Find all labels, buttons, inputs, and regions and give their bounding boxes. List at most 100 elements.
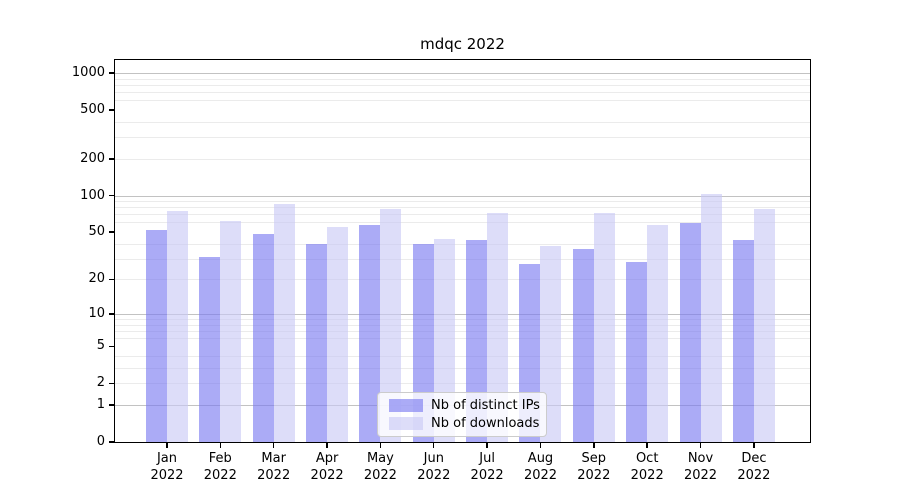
plot-area: Nb of distinct IPs Nb of downloads [114, 59, 811, 443]
y-tick-mark [109, 278, 114, 281]
x-tick-mark [539, 443, 542, 448]
y-tick-label: 0 [96, 434, 105, 449]
bar-distinct-ips-mar-2022 [252, 234, 274, 442]
minor-gridline [115, 368, 810, 369]
major-gridline [115, 313, 810, 315]
legend-swatch-distinct-ips [389, 399, 423, 412]
x-tick-mark [272, 443, 275, 448]
x-tick-mark [326, 443, 328, 448]
x-tick-label-may-2022: May 2022 [363, 451, 397, 483]
minor-gridline [115, 201, 810, 203]
x-tick-mark [646, 443, 648, 448]
y-tick-label: 2 [96, 375, 105, 391]
x-tick-mark [753, 443, 755, 448]
x-tick-mark [219, 443, 222, 448]
minor-gridline [115, 78, 810, 80]
chart-title: mdqc 2022 [420, 35, 505, 53]
minor-gridline [115, 100, 810, 102]
minor-gridline [115, 207, 810, 209]
bar-distinct-ips-sep-2022 [572, 249, 594, 442]
major-gridline [115, 195, 810, 197]
x-tick-label-mar-2022: Mar 2022 [257, 451, 291, 483]
minor-gridline [115, 121, 810, 123]
minor-gridline [115, 243, 810, 245]
minor-gridline [115, 330, 810, 332]
y-tick-mark [109, 313, 114, 315]
y-tick-label: 50 [88, 224, 105, 239]
y-tick-mark [109, 109, 114, 111]
bar-distinct-ips-feb-2022 [199, 256, 221, 442]
y-tick-label: 500 [80, 102, 105, 117]
y-tick-mark [109, 345, 114, 348]
minor-gridline [115, 158, 810, 160]
bar-downloads-jul-2022 [487, 212, 509, 442]
x-tick-mark [593, 443, 595, 448]
y-tick-mark [109, 158, 114, 160]
x-tick-label-aug-2022: Aug 2022 [523, 451, 558, 483]
y-tick-mark [109, 72, 114, 74]
y-tick-mark [109, 382, 114, 385]
y-tick-label: 10 [88, 305, 105, 321]
bar-downloads-jan-2022 [167, 211, 188, 442]
bar-distinct-ips-nov-2022 [679, 223, 701, 442]
minor-gridline [115, 214, 810, 216]
bar-distinct-ips-oct-2022 [626, 262, 648, 442]
y-tick-label: 100 [80, 187, 105, 203]
y-tick-label: 200 [80, 150, 105, 166]
x-tick-mark [486, 443, 488, 448]
minor-gridline [115, 137, 810, 139]
legend-label-distinct-ips: Nb of distinct IPs [431, 397, 540, 413]
x-tick-label-apr-2022: Apr 2022 [310, 451, 344, 483]
minor-gridline [115, 383, 810, 385]
minor-gridline [115, 324, 810, 326]
bar-distinct-ips-dec-2022 [732, 239, 754, 442]
bar-distinct-ips-jan-2022 [146, 229, 167, 442]
minor-gridline [115, 92, 810, 93]
x-tick-mark [699, 443, 702, 448]
minor-gridline [115, 279, 810, 281]
minor-gridline [115, 84, 810, 86]
minor-gridline [115, 258, 810, 260]
legend-item-distinct-ips: Nb of distinct IPs [378, 397, 546, 413]
y-tick-mark [109, 231, 114, 233]
legend: Nb of distinct IPs Nb of downloads [377, 392, 547, 437]
legend-item-downloads: Nb of downloads [378, 415, 546, 431]
minor-gridline [115, 356, 810, 357]
x-tick-mark [379, 443, 382, 448]
bar-distinct-ips-jul-2022 [466, 239, 488, 442]
x-tick-label-dec-2022: Dec 2022 [737, 451, 771, 483]
legend-label-downloads: Nb of downloads [431, 415, 540, 431]
major-gridline [115, 73, 810, 74]
minor-gridline [115, 222, 810, 224]
bar-downloads-sep-2022 [593, 212, 615, 442]
x-tick-label-sep-2022: Sep 2022 [577, 451, 611, 483]
bar-downloads-jun-2022 [433, 238, 455, 442]
x-tick-label-nov-2022: Nov 2022 [683, 451, 718, 483]
y-tick-mark [109, 194, 114, 197]
bar-downloads-may-2022 [380, 209, 402, 442]
bar-downloads-dec-2022 [753, 208, 775, 442]
bar-downloads-nov-2022 [700, 193, 722, 442]
minor-gridline [115, 319, 810, 320]
x-tick-mark [432, 443, 435, 448]
x-tick-label-jan-2022: Jan 2022 [150, 451, 184, 483]
legend-swatch-downloads [389, 417, 423, 430]
y-tick-label: 20 [88, 271, 105, 287]
bar-distinct-ips-apr-2022 [306, 243, 328, 442]
x-tick-label-jun-2022: Jun 2022 [417, 451, 451, 483]
x-tick-label-oct-2022: Oct 2022 [630, 451, 664, 483]
minor-gridline [115, 338, 810, 340]
bar-downloads-feb-2022 [220, 220, 242, 442]
y-tick-label: 1 [96, 397, 105, 412]
y-tick-label: 1000 [71, 65, 105, 80]
y-tick-mark [109, 441, 114, 443]
x-tick-label-feb-2022: Feb 2022 [203, 451, 237, 483]
bar-downloads-apr-2022 [327, 227, 349, 442]
x-tick-label-jul-2022: Jul 2022 [470, 451, 504, 483]
y-tick-mark [109, 404, 114, 406]
bar-downloads-mar-2022 [273, 203, 295, 442]
x-tick-mark [166, 443, 168, 448]
bar-downloads-oct-2022 [647, 225, 669, 442]
bar-distinct-ips-may-2022 [359, 225, 381, 442]
